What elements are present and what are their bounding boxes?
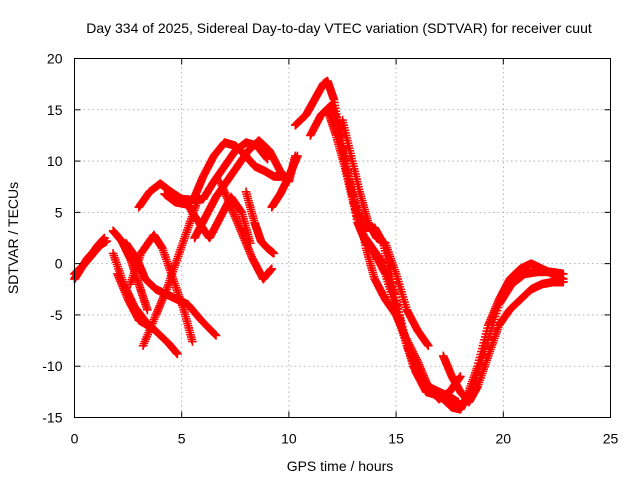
series-prn-k	[181, 192, 255, 248]
grid	[74, 58, 611, 418]
data-point	[559, 269, 568, 279]
chart-title: Day 334 of 2025, Sidereal Day-to-day VTE…	[86, 20, 592, 36]
series-prn-m	[215, 177, 277, 284]
axis-ticks: 0 5 10 15 20 25 -15 -10 -5 0 5 10 15 20	[42, 51, 618, 447]
data-point	[102, 236, 111, 246]
data-point	[173, 349, 182, 359]
data-point	[269, 249, 279, 258]
series-prn-o	[267, 151, 302, 212]
y-tick-label: -10	[42, 358, 62, 374]
series-prn-g	[125, 230, 197, 346]
x-tick-label: 10	[281, 431, 297, 447]
x-tick-label: 25	[603, 431, 619, 447]
series-prn-s	[338, 115, 433, 350]
x-tick-label: 5	[178, 431, 186, 447]
x-tick-label: 15	[388, 431, 404, 447]
data-point	[211, 331, 221, 340]
data-point	[188, 337, 197, 346]
y-tick-label: 0	[55, 256, 63, 272]
data-point	[143, 305, 152, 315]
series-prn-e	[113, 269, 152, 330]
y-tick-label: 5	[55, 204, 63, 220]
data-point	[456, 372, 465, 381]
y-tick-label: 20	[47, 51, 63, 67]
data-point	[423, 341, 433, 350]
y-tick-label: 15	[47, 102, 63, 118]
y-tick-label: -15	[42, 410, 62, 426]
y-tick-label: -5	[50, 307, 63, 323]
data-point	[267, 264, 277, 274]
series-prn-u	[438, 277, 568, 407]
data-point	[263, 154, 272, 164]
series-prn-n	[241, 187, 279, 258]
data-markers	[70, 76, 568, 414]
y-tick-label: 10	[47, 153, 63, 169]
series-prn-b	[70, 236, 111, 279]
data-point	[293, 151, 302, 161]
y-axis-title: SDTVAR / TECUs	[5, 182, 21, 294]
x-axis-title: GPS time / hours	[287, 458, 394, 474]
x-tick-label: 20	[496, 431, 512, 447]
data-point	[210, 330, 220, 339]
data-point	[559, 277, 568, 287]
x-tick-label: 0	[71, 431, 79, 447]
plot-frame	[74, 58, 611, 418]
